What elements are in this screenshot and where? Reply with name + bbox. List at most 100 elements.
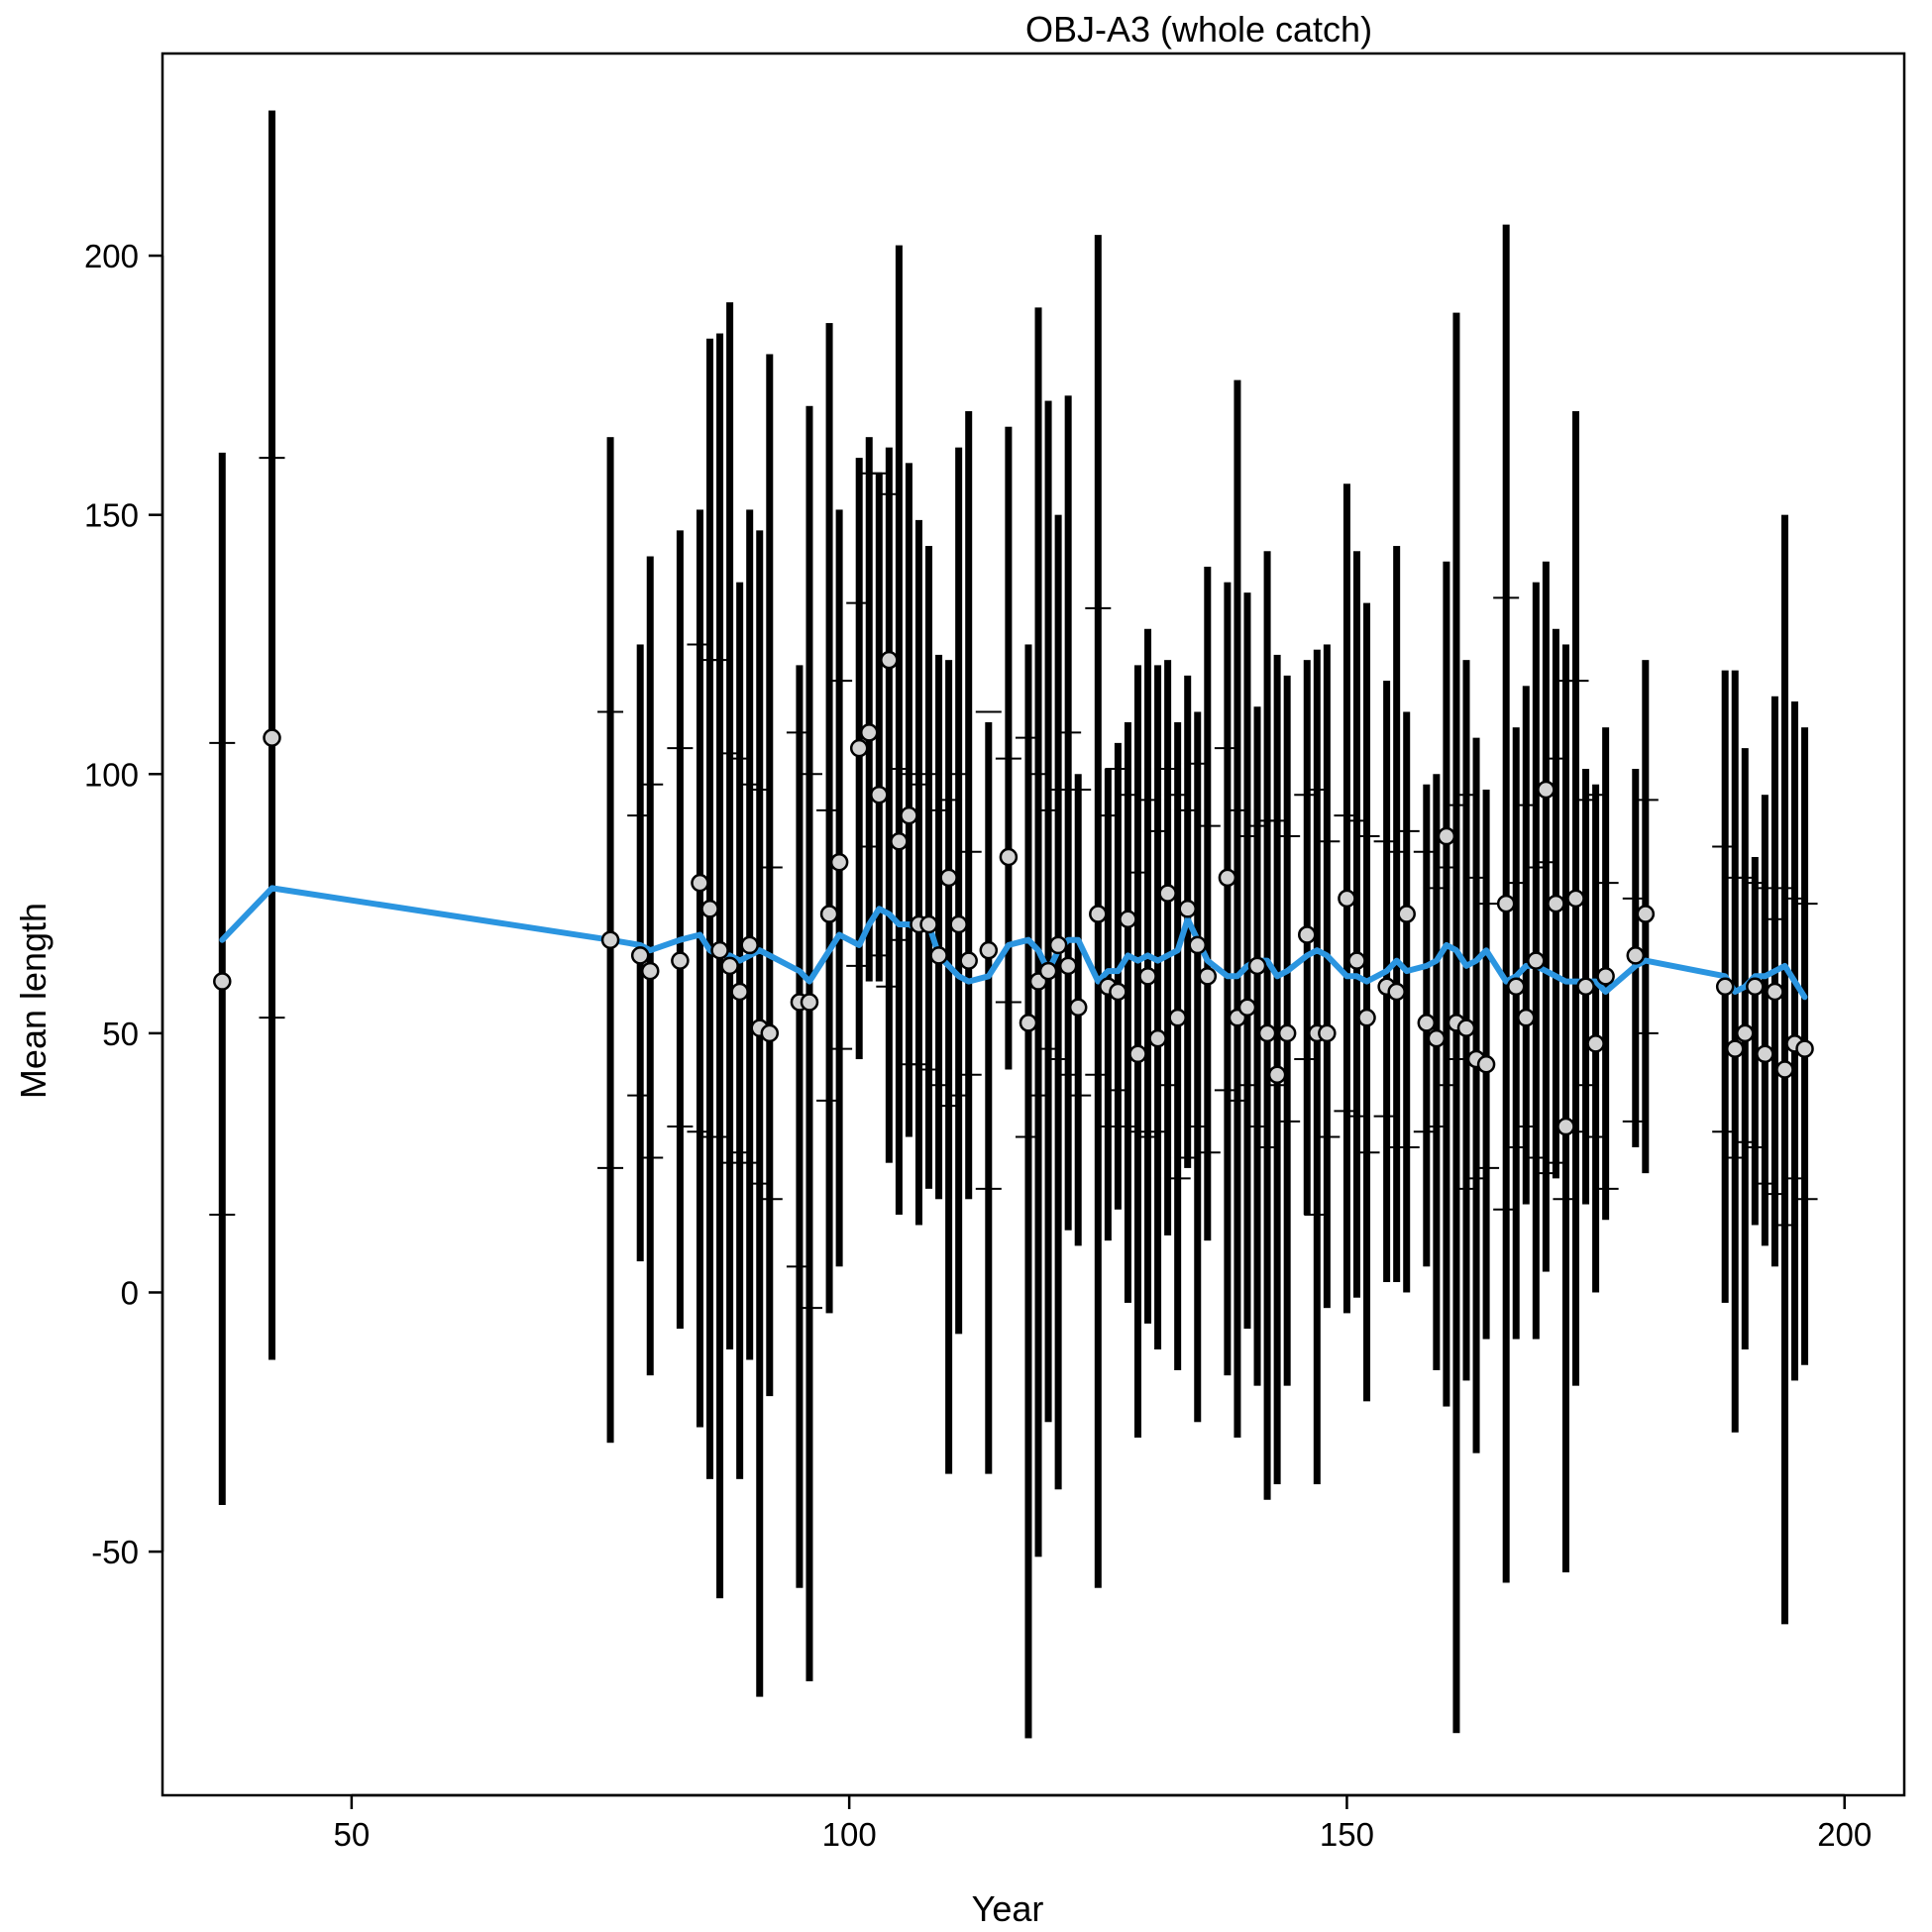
data-point bbox=[691, 873, 709, 893]
data-point bbox=[1089, 905, 1108, 923]
data-point bbox=[1427, 1028, 1447, 1048]
data-point bbox=[1138, 967, 1157, 986]
data-point bbox=[1237, 998, 1257, 1017]
ci-bar bbox=[1313, 649, 1321, 1485]
ci-bar bbox=[766, 354, 774, 1397]
ci-bar bbox=[1741, 748, 1749, 1350]
data-point bbox=[760, 1023, 780, 1043]
chart-title: OBJ-A3 (whole catch) bbox=[1025, 9, 1372, 50]
ci-bar bbox=[696, 509, 703, 1428]
data-point bbox=[1058, 956, 1078, 976]
ci-bar bbox=[746, 509, 754, 1360]
ci-bar bbox=[1243, 592, 1251, 1330]
data-point bbox=[979, 940, 999, 960]
data-point bbox=[710, 940, 729, 960]
data-point bbox=[1476, 1055, 1496, 1074]
data-point bbox=[1267, 1065, 1287, 1084]
ci-bar bbox=[1194, 711, 1202, 1423]
data-point bbox=[1517, 1008, 1536, 1027]
y-axis: -50 0 50 100 150 200 bbox=[84, 238, 164, 1570]
interval-marks bbox=[209, 457, 1818, 1310]
data-point bbox=[1506, 977, 1526, 997]
ci-bar bbox=[676, 530, 684, 1330]
y-tick-label: 150 bbox=[84, 497, 139, 534]
data-point bbox=[1725, 1039, 1745, 1058]
data-point bbox=[630, 946, 650, 965]
ci-bar bbox=[895, 245, 903, 1215]
data-point bbox=[1715, 977, 1735, 997]
ci-bar bbox=[1054, 514, 1062, 1490]
data-point bbox=[1048, 935, 1068, 955]
ci-bar bbox=[855, 458, 863, 1060]
fitted-line bbox=[219, 885, 1808, 1001]
data-point bbox=[1128, 1044, 1147, 1064]
data-point bbox=[671, 951, 690, 970]
ci-bar bbox=[825, 323, 833, 1314]
ci-bar bbox=[1561, 644, 1569, 1573]
ci-bar bbox=[1323, 644, 1331, 1309]
data-point bbox=[640, 961, 660, 981]
data-point bbox=[1198, 967, 1218, 986]
ci-bar bbox=[756, 530, 764, 1697]
data-point bbox=[1218, 868, 1237, 888]
data-point bbox=[900, 805, 918, 825]
ci-bar bbox=[1104, 769, 1112, 1241]
data-point bbox=[1417, 1014, 1437, 1032]
ci-bar bbox=[1433, 774, 1441, 1370]
ci-bar bbox=[914, 519, 922, 1226]
y-axis-label: Mean length bbox=[13, 903, 54, 1099]
ci-bar bbox=[716, 333, 724, 1599]
data-point bbox=[1298, 925, 1317, 944]
data-point bbox=[1318, 1023, 1337, 1043]
data-point bbox=[880, 650, 899, 670]
ci-bar bbox=[726, 302, 734, 1350]
data-point bbox=[1357, 1008, 1376, 1027]
data-point bbox=[949, 914, 968, 934]
ci-bar bbox=[1363, 602, 1371, 1402]
data-point bbox=[1537, 780, 1556, 800]
ci-bar bbox=[796, 665, 804, 1588]
data-point bbox=[1566, 889, 1585, 909]
x-tick-label: 200 bbox=[1817, 1816, 1872, 1853]
x-axis: 50 100 150 200 bbox=[334, 1793, 1872, 1853]
data-point bbox=[1437, 826, 1456, 846]
data-point bbox=[1038, 961, 1058, 981]
ci-bar bbox=[1403, 711, 1411, 1293]
ci-bar bbox=[965, 411, 973, 1200]
ci-bar bbox=[1761, 795, 1769, 1246]
data-point bbox=[1775, 1060, 1794, 1079]
ci-bar bbox=[1204, 566, 1212, 1241]
data-point bbox=[1277, 1023, 1297, 1043]
data-point bbox=[849, 738, 869, 758]
data-point bbox=[829, 852, 849, 872]
x-axis-label: Year bbox=[972, 1888, 1044, 1929]
ci-bar bbox=[1771, 696, 1778, 1267]
data-point bbox=[819, 905, 839, 923]
ci-bar bbox=[1064, 395, 1072, 1231]
data-point bbox=[1119, 910, 1137, 929]
data-point bbox=[600, 930, 620, 949]
ci-bar bbox=[1512, 727, 1520, 1340]
data-point bbox=[740, 935, 759, 955]
data-point bbox=[999, 847, 1019, 867]
data-point bbox=[1109, 982, 1127, 1002]
data-point bbox=[959, 951, 978, 970]
ci-bar bbox=[1034, 307, 1042, 1557]
ci-bar bbox=[1253, 706, 1261, 1386]
data-point bbox=[1746, 977, 1765, 997]
ci-bar bbox=[935, 654, 943, 1200]
ci-bar bbox=[1542, 561, 1550, 1272]
ci-bar bbox=[805, 405, 813, 1681]
y-ticks: -50 0 50 100 150 200 bbox=[84, 238, 162, 1570]
data-point bbox=[1158, 884, 1177, 903]
data-point bbox=[1556, 1117, 1575, 1136]
data-point bbox=[700, 900, 719, 918]
ci-bar bbox=[1234, 379, 1241, 1438]
ci-bar bbox=[1174, 721, 1182, 1370]
data-point bbox=[1596, 967, 1615, 986]
x-tick-label: 100 bbox=[822, 1816, 877, 1853]
data-point bbox=[1347, 951, 1366, 970]
data-point bbox=[1636, 905, 1656, 923]
ci-bar bbox=[1443, 561, 1450, 1407]
